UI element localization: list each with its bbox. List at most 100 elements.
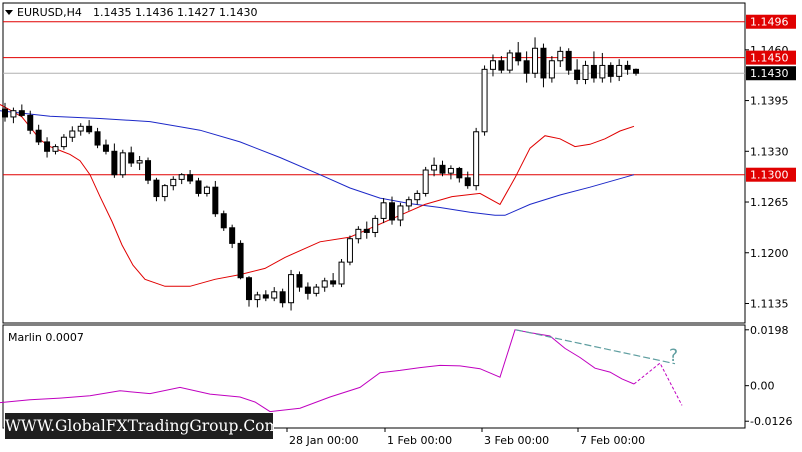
candle-body xyxy=(515,52,522,62)
candle-body xyxy=(498,60,505,71)
candle-body xyxy=(464,177,471,187)
candle-body xyxy=(313,286,320,294)
candle-body xyxy=(145,160,152,181)
candle-body xyxy=(35,129,42,143)
candle-body xyxy=(346,238,353,263)
candlesticks xyxy=(2,37,639,311)
candle-body xyxy=(523,60,530,74)
price-pane xyxy=(2,2,746,324)
candle-body xyxy=(27,114,34,131)
oscillator-line xyxy=(0,329,635,413)
candle-body xyxy=(229,227,236,244)
blue-moving-average xyxy=(0,110,635,216)
candle-body xyxy=(414,192,421,201)
candle-body xyxy=(187,174,194,182)
candle-body xyxy=(77,125,84,132)
candle-body xyxy=(2,108,8,118)
candle-body xyxy=(548,60,555,79)
time-axis: 28 Jan 00:00 1 Feb 00:00 3 Feb 00:00 7 Feb … xyxy=(286,428,645,447)
level-price-label: 1.1300 xyxy=(750,169,789,182)
candle-body xyxy=(136,160,143,164)
candle-body xyxy=(372,217,379,233)
candle-body xyxy=(540,47,547,79)
candle-body xyxy=(447,167,454,174)
candle-body xyxy=(170,178,177,187)
time-tick-label: 1 Feb 00:00 xyxy=(387,434,452,447)
candle-body xyxy=(456,167,463,179)
price-tick-label: 1.1200 xyxy=(750,247,789,260)
candle-body xyxy=(18,110,25,116)
price-tick-label: 1.1395 xyxy=(750,95,789,108)
time-tick-label: 3 Feb 00:00 xyxy=(484,434,549,447)
candle-body xyxy=(111,150,118,176)
candle-body xyxy=(574,69,581,80)
candle-body xyxy=(599,64,606,79)
candle-body xyxy=(363,228,370,233)
candle-body xyxy=(473,131,480,187)
candle-body xyxy=(161,185,168,198)
collapse-triangle-icon[interactable] xyxy=(5,10,13,15)
candle-body xyxy=(481,68,488,133)
current-price-tag xyxy=(746,66,796,81)
candle-body xyxy=(616,64,623,77)
candle-body xyxy=(245,277,252,301)
candle-body xyxy=(220,213,227,229)
candle-body xyxy=(10,110,17,118)
candle-body xyxy=(532,47,539,74)
candle-body xyxy=(557,50,564,62)
candle-body xyxy=(262,294,269,299)
candle-body xyxy=(178,174,185,180)
indicator-axis: 0.0198 0.00 -0.0126 xyxy=(745,324,792,428)
candle-body xyxy=(330,280,337,285)
candle-body xyxy=(60,136,67,148)
candle-body xyxy=(506,52,513,71)
candle-body xyxy=(119,152,126,176)
candle-body xyxy=(389,202,396,221)
level-price-tag xyxy=(746,14,796,29)
candle-body xyxy=(304,286,311,294)
candle-body xyxy=(296,274,303,288)
indicator-label: Marlin 0.0007 xyxy=(8,331,84,344)
red-moving-average xyxy=(0,104,635,287)
question-mark: ? xyxy=(669,346,678,366)
level-price-label: 1.1450 xyxy=(750,52,789,65)
candle-body xyxy=(624,64,631,70)
candle-body xyxy=(102,144,109,152)
price-tick-label: 1.1135 xyxy=(750,297,789,310)
candle-body xyxy=(405,199,412,207)
price-tick-label: 1.1265 xyxy=(750,196,789,209)
candle-body xyxy=(288,274,295,304)
candle-body xyxy=(489,60,496,70)
candle-body xyxy=(565,50,572,71)
candle-body xyxy=(52,146,59,152)
candle-body xyxy=(195,180,202,194)
candle-body xyxy=(422,169,429,194)
candle-body xyxy=(94,131,101,146)
candle-body xyxy=(397,205,404,221)
level-price-label: 1.1496 xyxy=(750,16,789,29)
level-price-tag xyxy=(746,50,796,65)
candle-body xyxy=(607,64,614,77)
indicator-tick-label: 0.0198 xyxy=(750,324,789,337)
candle-body xyxy=(153,179,160,198)
candle-body xyxy=(439,164,446,174)
current-price-label: 1.1430 xyxy=(750,67,789,80)
indicator-tick-label: -0.0126 xyxy=(750,415,792,428)
symbol-label: EURUSD,H4 xyxy=(17,6,82,19)
candle-body xyxy=(254,294,261,301)
candle-body xyxy=(44,141,51,152)
candle-body xyxy=(212,186,219,215)
watermark-banner: WWW.GlobalFXTradingGroup.Com xyxy=(4,412,274,440)
indicator-tick-label: 0.00 xyxy=(750,380,775,393)
candle-body xyxy=(321,280,328,288)
candle-body xyxy=(380,202,387,219)
candle-body xyxy=(582,64,589,80)
price-axis: 1.14601.13951.13301.12651.12001.11351.14… xyxy=(745,14,796,310)
candle-body xyxy=(203,186,210,194)
candle-body xyxy=(128,152,135,164)
price-tick-label: 1.1330 xyxy=(750,145,789,158)
time-tick-label: 7 Feb 00:00 xyxy=(580,434,645,447)
candle-body xyxy=(338,261,345,285)
candle-body xyxy=(431,164,438,171)
candle-body xyxy=(355,228,362,240)
